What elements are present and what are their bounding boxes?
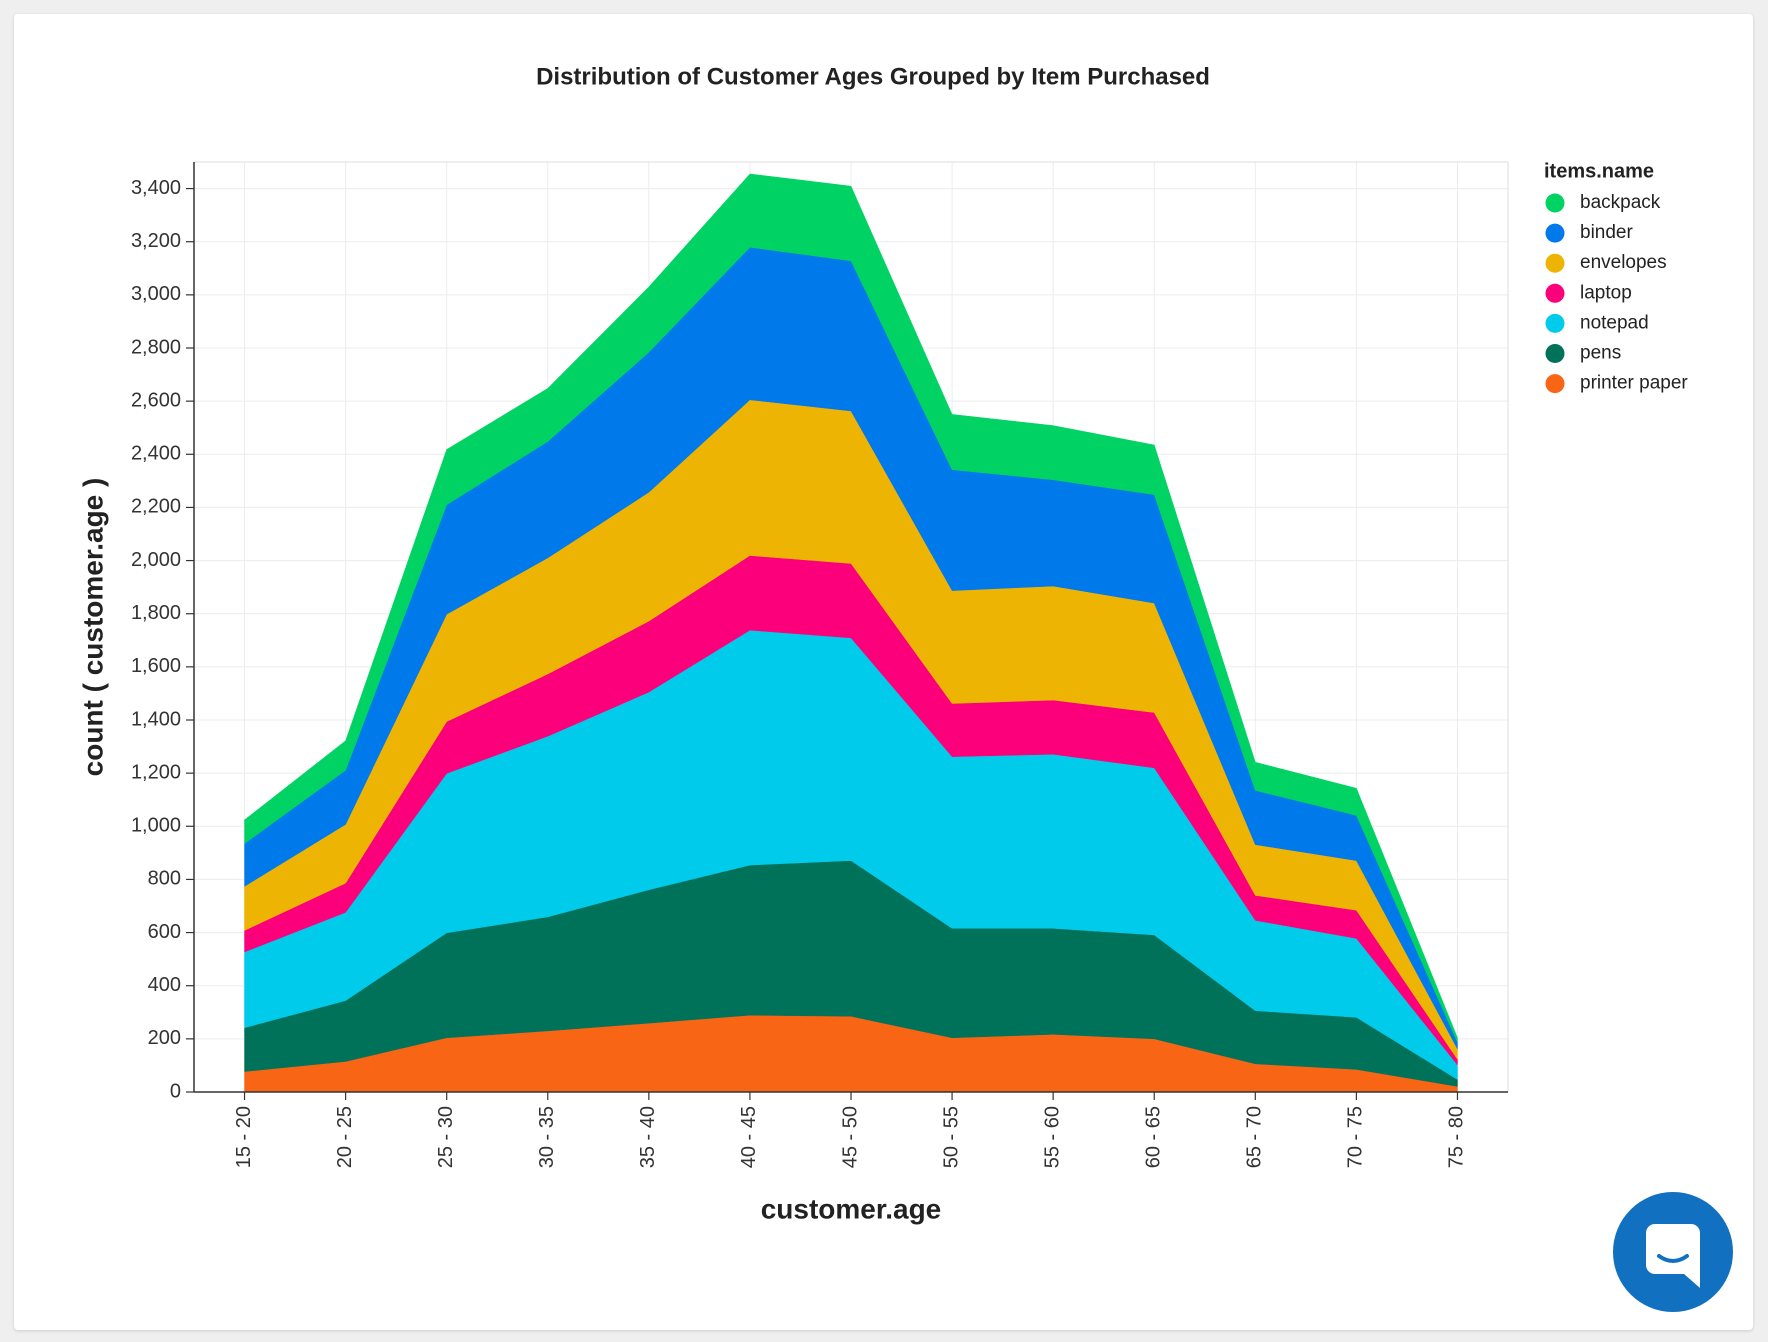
legend-swatch xyxy=(1545,283,1565,303)
x-tick-label: 65 - 70 xyxy=(1244,1106,1266,1168)
chat-icon-smile[interactable] xyxy=(1657,1254,1689,1263)
chart-title: Distribution of Customer Ages Grouped by… xyxy=(536,63,1210,90)
chat-icon[interactable] xyxy=(1646,1224,1700,1274)
x-tick-label: 70 - 75 xyxy=(1345,1106,1367,1168)
x-tick-label: 35 - 40 xyxy=(637,1106,659,1168)
chat-button[interactable] xyxy=(1613,1192,1733,1312)
y-tick-label: 800 xyxy=(148,868,181,890)
legend-title: items.name xyxy=(1544,160,1654,182)
y-tick-label: 1,000 xyxy=(131,815,181,837)
x-tick-label: 30 - 35 xyxy=(536,1106,558,1168)
legend-swatch xyxy=(1545,344,1565,363)
x-tick-label: 75 - 80 xyxy=(1446,1106,1468,1168)
legend-swatch xyxy=(1545,374,1565,394)
legend-label: pens xyxy=(1580,343,1621,364)
x-tick-label: 40 - 45 xyxy=(738,1106,760,1168)
legend-label: envelopes xyxy=(1580,252,1667,273)
y-tick-label: 1,400 xyxy=(131,708,181,730)
legend-label: notepad xyxy=(1580,312,1649,333)
legend-swatch xyxy=(1545,253,1565,273)
y-tick-label: 1,800 xyxy=(131,602,181,624)
axes: 0 200 400 600 800 1,000 1,200 1,400 1,600 1,800 2,… xyxy=(131,162,1508,1168)
legend-label: printer paper xyxy=(1580,373,1688,394)
y-tick-label: 2,200 xyxy=(131,496,181,518)
legend-label: binder xyxy=(1580,222,1633,243)
x-tick-label: 15 - 20 xyxy=(233,1106,255,1168)
x-axis-title: customer.age xyxy=(761,1193,942,1224)
x-tick-label: 55 - 60 xyxy=(1041,1106,1063,1168)
y-tick-label: 400 xyxy=(148,974,181,996)
y-tick-label: 3,200 xyxy=(131,230,181,252)
y-tick-label: 1,600 xyxy=(131,655,181,677)
legend-label: laptop xyxy=(1580,282,1632,303)
legend-label: backpack xyxy=(1580,192,1661,213)
area xyxy=(244,173,1458,1043)
y-tick-label: 2,000 xyxy=(131,549,181,571)
y-tick-label: 0 xyxy=(170,1080,181,1102)
x-tick-label: 20 - 25 xyxy=(334,1106,356,1168)
x-tick-label: 60 - 65 xyxy=(1143,1106,1165,1168)
legend-swatch xyxy=(1545,313,1565,333)
x-tick-label: 25 - 30 xyxy=(435,1106,457,1168)
y-tick-label: 200 xyxy=(148,1027,181,1049)
y-tick-label: 1,200 xyxy=(131,761,181,783)
y-tick-label: 3,000 xyxy=(131,283,181,305)
y-tick-label: 2,800 xyxy=(131,336,181,358)
y-tick-label: 3,400 xyxy=(131,177,181,199)
y-axis-title: count ( customer.age ) xyxy=(77,478,108,777)
x-tick-label: 45 - 50 xyxy=(839,1106,861,1168)
legend-swatch xyxy=(1545,223,1565,243)
legend-swatch xyxy=(1545,193,1565,213)
y-tick-label: 2,600 xyxy=(131,389,181,411)
y-tick-label: 600 xyxy=(148,921,181,943)
plot xyxy=(244,173,1458,1093)
y-tick-label: 2,400 xyxy=(131,443,181,465)
chat-icon-tail[interactable] xyxy=(1684,1262,1700,1288)
x-tick-label: 50 - 55 xyxy=(940,1106,962,1168)
